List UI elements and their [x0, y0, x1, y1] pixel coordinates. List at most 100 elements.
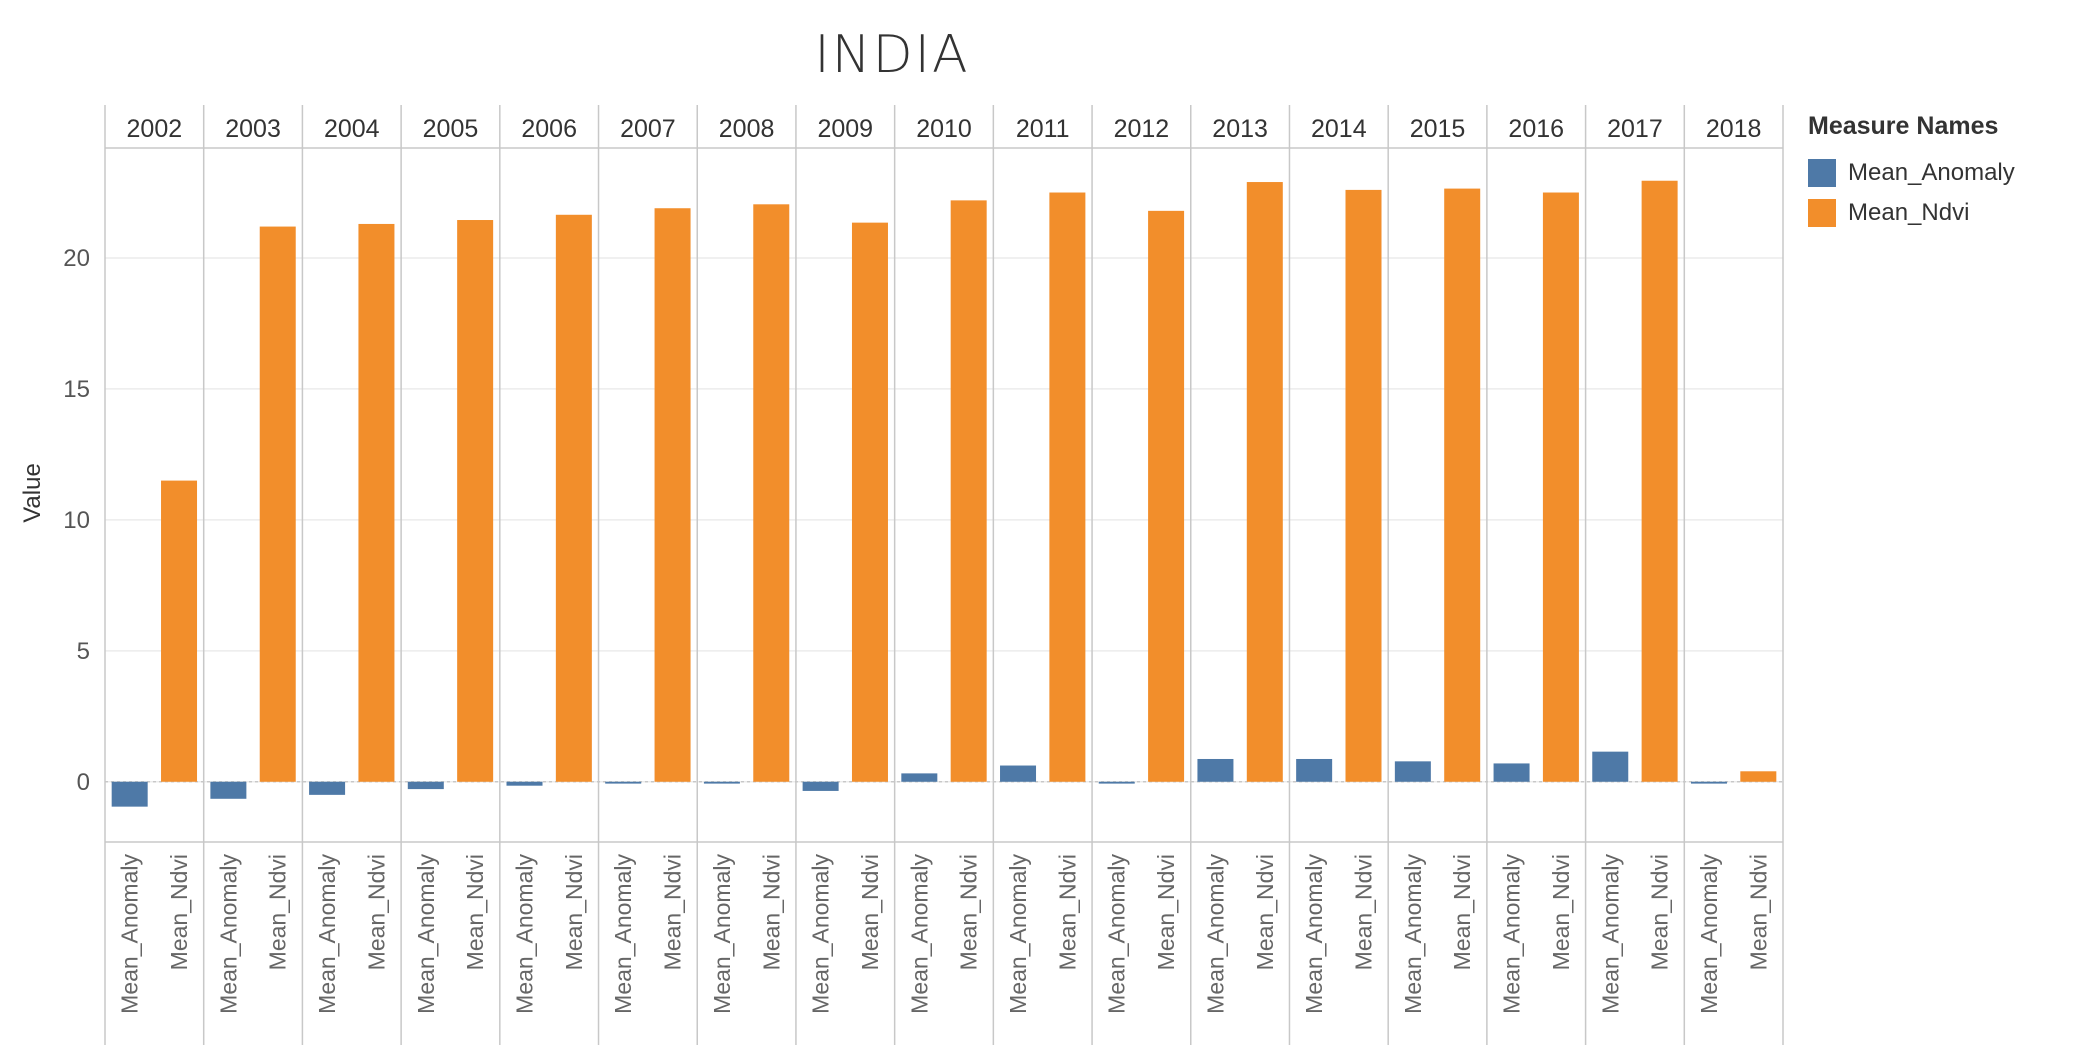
bar-mean-anomaly	[1197, 758, 1234, 782]
x-tick-label: Mean_Ndvi	[1449, 854, 1475, 970]
bar-mean-ndvi	[1444, 188, 1481, 782]
x-tick-label: Mean_Anomaly	[1696, 854, 1722, 1014]
x-tick-label: Mean_Ndvi	[1252, 854, 1278, 970]
x-tick-label: Mean_Ndvi	[166, 854, 192, 970]
x-tick-label: Mean_Ndvi	[758, 854, 784, 970]
y-axis-label: Value	[19, 463, 46, 523]
bar-mean-anomaly	[506, 781, 543, 786]
x-tick-label: Mean_Ndvi	[1745, 854, 1771, 970]
x-tick-label: Mean_Ndvi	[660, 854, 686, 970]
y-tick-label: 10	[63, 507, 90, 534]
y-tick-label: 20	[63, 245, 90, 272]
legend-label-ndvi: Mean_Ndvi	[1848, 199, 1970, 226]
bar-mean-anomaly	[309, 781, 346, 795]
y-tick-label: 0	[77, 769, 90, 796]
x-tick-label: Mean_Anomaly	[215, 854, 241, 1014]
legend-swatch-ndvi	[1808, 199, 1836, 227]
bar-mean-anomaly	[407, 781, 444, 790]
x-tick-label: Mean_Anomaly	[906, 854, 932, 1014]
legend-swatch-anomaly	[1808, 159, 1836, 187]
year-header: 2013	[1212, 115, 1268, 143]
year-header: 2007	[620, 115, 676, 143]
bar-mean-anomaly	[1296, 758, 1333, 782]
legend: Measure Names Mean_Anomaly Mean_Ndvi	[1808, 112, 2068, 233]
x-tick-label: Mean_Anomaly	[1104, 854, 1130, 1014]
year-header: 2010	[916, 115, 972, 143]
x-tick-label: Mean_Ndvi	[265, 854, 291, 970]
x-tick-label: Mean_Anomaly	[610, 854, 636, 1014]
year-header: 2008	[719, 115, 775, 143]
chart-title: INDIA	[814, 25, 969, 85]
bar-mean-anomaly	[1394, 761, 1431, 782]
x-tick-label: Mean_Anomaly	[117, 854, 143, 1014]
bar-mean-anomaly	[1493, 763, 1530, 782]
year-header: 2002	[127, 115, 183, 143]
x-tick-label: Mean_Anomaly	[512, 854, 538, 1014]
bar-mean-ndvi	[358, 223, 395, 782]
x-tick-label: Mean_Anomaly	[1202, 854, 1228, 1014]
year-header: 2012	[1114, 115, 1170, 143]
legend-title: Measure Names	[1808, 112, 1999, 140]
x-tick-label: Mean_Anomaly	[808, 854, 834, 1014]
bar-mean-anomaly	[703, 781, 740, 784]
year-header: 2006	[521, 115, 577, 143]
bar-mean-anomaly	[1000, 765, 1037, 782]
x-tick-label: Mean_Anomaly	[1400, 854, 1426, 1014]
year-header: 2014	[1311, 115, 1367, 143]
x-tick-label: Mean_Anomaly	[413, 854, 439, 1014]
bar-mean-anomaly	[802, 781, 839, 791]
bar-mean-anomaly	[1592, 751, 1629, 782]
bar-mean-anomaly	[210, 781, 247, 799]
x-tick-label: Mean_Ndvi	[363, 854, 389, 970]
year-header: 2003	[225, 115, 281, 143]
legend-label-anomaly: Mean_Anomaly	[1848, 159, 2015, 186]
legend-item-anomaly[interactable]: Mean_Anomaly	[1808, 153, 2068, 193]
bar-mean-ndvi	[555, 214, 592, 782]
y-tick-label: 5	[77, 638, 90, 665]
y-tick-label: 15	[63, 376, 90, 403]
bar-mean-ndvi	[1049, 192, 1086, 782]
x-tick-label: Mean_Anomaly	[1499, 854, 1525, 1014]
bar-mean-anomaly	[1690, 781, 1727, 784]
bar-mean-ndvi	[161, 480, 198, 782]
bar-mean-ndvi	[259, 226, 296, 782]
year-header: 2016	[1508, 115, 1564, 143]
year-header: 2011	[1016, 115, 1070, 143]
x-tick-label: Mean_Ndvi	[956, 854, 982, 970]
x-tick-label: Mean_Ndvi	[1153, 854, 1179, 970]
x-tick-label: Mean_Ndvi	[1548, 854, 1574, 970]
x-tick-label: Mean_Ndvi	[1647, 854, 1673, 970]
year-header: 2015	[1410, 115, 1466, 143]
x-tick-label: Mean_Anomaly	[709, 854, 735, 1014]
x-tick-label: Mean_Ndvi	[462, 854, 488, 970]
bar-mean-anomaly	[111, 781, 148, 807]
x-tick-label: Mean_Anomaly	[314, 854, 340, 1014]
bar-mean-ndvi	[1148, 210, 1185, 782]
bar-mean-ndvi	[1740, 771, 1777, 782]
year-header: 2005	[423, 115, 479, 143]
bar-mean-anomaly	[901, 773, 938, 782]
year-header: 2009	[817, 115, 873, 143]
x-tick-label: Mean_Ndvi	[857, 854, 883, 970]
x-tick-label: Mean_Anomaly	[1597, 854, 1623, 1014]
bar-mean-anomaly	[1098, 781, 1135, 784]
x-tick-label: Mean_Anomaly	[1005, 854, 1031, 1014]
x-tick-label: Mean_Ndvi	[561, 854, 587, 970]
x-tick-label: Mean_Ndvi	[1054, 854, 1080, 970]
year-header: 2018	[1706, 115, 1762, 143]
bar-mean-ndvi	[1246, 182, 1283, 782]
x-tick-label: Mean_Ndvi	[1351, 854, 1377, 970]
bar-mean-ndvi	[1345, 189, 1382, 782]
bar-mean-ndvi	[1641, 180, 1678, 782]
bar-mean-anomaly	[605, 781, 642, 784]
legend-item-ndvi[interactable]: Mean_Ndvi	[1808, 193, 2068, 233]
x-tick-label: Mean_Anomaly	[1301, 854, 1327, 1014]
year-header: 2017	[1607, 115, 1663, 143]
bar-mean-ndvi	[1542, 192, 1579, 782]
bar-mean-ndvi	[950, 200, 987, 782]
bar-mean-ndvi	[753, 204, 790, 782]
bar-mean-ndvi	[457, 220, 494, 782]
year-header: 2004	[324, 115, 380, 143]
